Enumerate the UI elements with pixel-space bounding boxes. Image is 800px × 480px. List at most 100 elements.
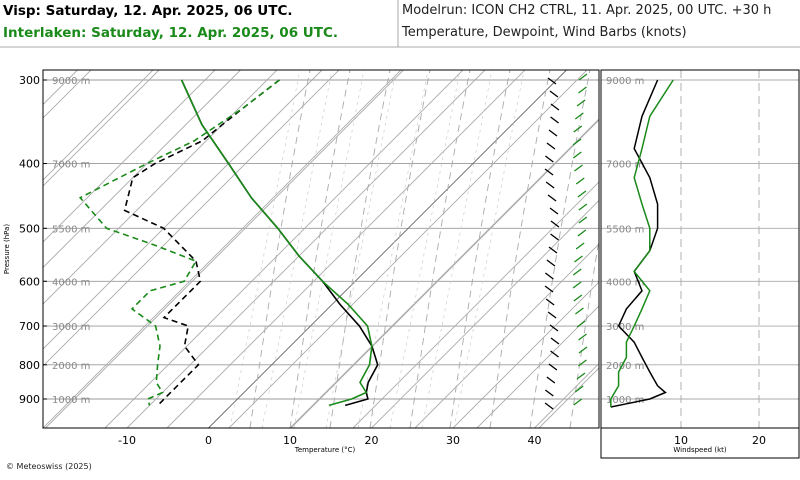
moist-adiabat-line (369, 70, 431, 428)
wind-barb-interlaken (576, 320, 586, 328)
wind-barb-visp (547, 77, 557, 85)
wind-barb-visp (545, 181, 555, 189)
wind-barb-interlaken (572, 281, 582, 289)
temperature-tick-label: 10 (283, 434, 297, 447)
altitude-label: 2000 m (606, 361, 644, 372)
altitude-labels: 9000 m 7000 m 5500 m 4000 m 3000 m 2000 m 1000… (52, 76, 90, 406)
profile-series (78, 79, 379, 407)
dewpoint-line-interlaken (78, 79, 280, 406)
wind-barb-visp (544, 285, 554, 293)
wind-barb-visp (550, 220, 560, 228)
copyright-note: © Meteoswiss (2025) (6, 462, 92, 471)
pressure-axis-label: Pressure (hPa) (3, 224, 11, 274)
wind-barb-interlaken (573, 294, 583, 302)
mixing-ratio-line (261, 70, 333, 428)
wind-barb-interlaken (572, 151, 582, 159)
windspeed-line-interlaken (610, 79, 674, 407)
mixing-ratio-line (293, 70, 365, 428)
altitude-label: 9000 m (606, 76, 644, 87)
mixing-ratio-line (229, 70, 301, 428)
wind-barb-visp (549, 324, 559, 332)
windspeed-line-visp (610, 79, 667, 408)
moist-adiabat-line (529, 70, 591, 428)
isotherm-line (208, 70, 567, 428)
temperature-tick-label: 40 (528, 434, 542, 447)
moist-adiabat-line (569, 237, 599, 428)
wind-barb-interlaken (578, 73, 588, 81)
skewt-frame (42, 69, 600, 429)
wind-barb-visp (546, 259, 556, 267)
dry-adiabat-line (104, 70, 464, 428)
wind-barb-interlaken (577, 190, 587, 198)
isotherm-line (126, 70, 486, 428)
temperature-tick-label: -10 (118, 434, 136, 447)
wind-barb-visp (544, 155, 554, 163)
altitude-label: 7000 m (52, 160, 90, 171)
dewpoint-line-visp (123, 79, 280, 406)
moist-adiabat-line (289, 70, 351, 428)
dry-adiabat-line (43, 70, 92, 119)
altitude-label: 4000 m (52, 277, 90, 288)
wind-barb-interlaken (576, 99, 586, 107)
windspeed-tick-label: 10 (674, 434, 688, 447)
wind-barb-visp (548, 129, 558, 137)
isotherm-line (616, 70, 800, 428)
wind-barb-visp (544, 402, 554, 410)
wind-barb-interlaken (578, 216, 588, 224)
wind-barb-interlaken (572, 268, 582, 276)
model-run-label: Modelrun: ICON CH2 CTRL, 11. Apr. 2025, … (402, 3, 772, 18)
wind-barb-visp (544, 168, 554, 176)
wind-barb-interlaken (575, 177, 585, 185)
wind-grid (601, 70, 799, 428)
wind-barbs (544, 73, 588, 410)
dry-adiabat-line (43, 70, 402, 428)
dry-adiabat-line (43, 70, 340, 367)
wind-barb-interlaken (574, 385, 584, 393)
temperature-tick-label: 20 (365, 434, 379, 447)
dry-adiabat-line (476, 305, 599, 428)
temperature-axis-label: Temperature (°C) (294, 446, 356, 454)
pressure-tick-label: 700 (19, 320, 40, 333)
wind-barb-interlaken (573, 398, 583, 406)
wind-barb-interlaken (578, 346, 588, 354)
moist-adiabat-line (329, 70, 391, 428)
wind-frame (600, 69, 800, 459)
title-station-2: Interlaken: Saturday, 12. Apr. 2025, 06 … (3, 25, 338, 41)
pressure-tick-label: 800 (19, 359, 40, 372)
isotherm-line (534, 362, 599, 428)
wind-barb-visp (544, 389, 554, 397)
altitude-labels-wind: 9000 m 7000 m 5500 m 4000 m 3000 m 2000 m 1000… (606, 76, 644, 406)
wind-barb-interlaken (572, 138, 582, 146)
mixing-ratio-line (389, 70, 461, 428)
pressure-tick-label: 500 (19, 222, 40, 235)
isotherm-line (43, 70, 78, 106)
wind-barb-interlaken (578, 333, 587, 341)
wind-barb-visp (544, 272, 554, 280)
pressure-tick-label: 900 (19, 393, 40, 406)
altitude-label: 5500 m (606, 224, 644, 235)
isotherm-line (289, 118, 599, 428)
wind-barb-visp (548, 246, 558, 254)
altitude-label: 7000 m (606, 160, 644, 171)
pressure-tick-labels: 300 400 500 600 700 800 900 (19, 74, 47, 406)
temperature-tick-label: 0 (205, 434, 212, 447)
windspeed-axis-label: Windspeed (kt) (673, 446, 726, 454)
altitude-label: 2000 m (52, 361, 90, 372)
dry-adiabat-line (43, 70, 154, 181)
isotherm-line (371, 199, 599, 428)
temperature-tick-labels: -10 0 10 20 30 40 (118, 434, 541, 447)
temperature-tick-label: 30 (446, 434, 460, 447)
wind-barb-interlaken (578, 86, 587, 94)
altitude-label: 4000 m (606, 277, 644, 288)
altitude-label: 3000 m (606, 322, 644, 333)
moist-adiabat-line (249, 70, 311, 428)
chart-subtitle: Temperature, Dewpoint, Wind Barbs (knots… (402, 25, 687, 40)
moist-adiabat-line (449, 70, 511, 428)
altitude-label: 9000 m (52, 76, 90, 87)
wind-barb-visp (550, 337, 560, 345)
dry-adiabat-line (43, 70, 216, 243)
wind-barb-visp (550, 103, 560, 111)
pressure-tick-label: 600 (19, 275, 40, 288)
wind-barb-visp (546, 142, 556, 150)
